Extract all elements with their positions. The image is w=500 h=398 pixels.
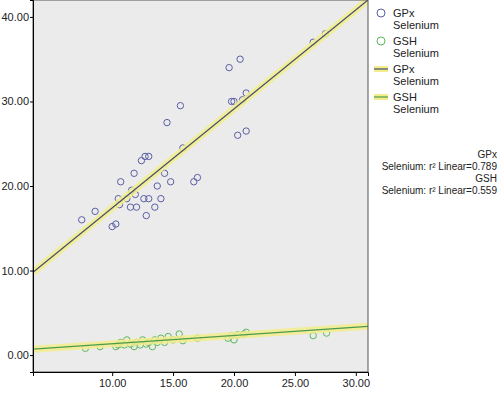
y-tick-label: 20.00 (1, 180, 29, 192)
point (154, 183, 160, 189)
y-tick-label: 10.00 (1, 265, 29, 277)
point (146, 153, 152, 159)
y-tick: 0.00 (8, 349, 33, 361)
annotation: Selenium: r² Linear=0.559 (382, 185, 498, 196)
y-tick-label: 0.00 (8, 349, 29, 361)
legend-band (374, 66, 388, 72)
legend-line (374, 96, 388, 97)
x-tick-label: 20.00 (221, 377, 249, 389)
y-axis-line (30, 1, 34, 373)
y-tick: 10.00 (1, 265, 33, 277)
point (226, 64, 232, 70)
plot-area (33, 0, 368, 372)
legend-marker (377, 9, 385, 17)
y-tick-label: 40.00 (1, 11, 29, 23)
annotation: GSH (475, 173, 497, 184)
point (146, 195, 152, 201)
legend-label: GPxSelenium (393, 63, 439, 87)
x-tick-label: 10.00 (99, 377, 127, 389)
point (234, 132, 240, 138)
point (167, 179, 173, 185)
x-tick-mark (112, 372, 113, 376)
legend-band (374, 94, 388, 100)
marks (33, 0, 368, 352)
y-tick: 40.00 (1, 11, 33, 23)
point (92, 208, 98, 214)
legend-marker (377, 37, 385, 45)
x-tick-mark (173, 372, 174, 376)
x-tick-label: 30.00 (343, 377, 371, 389)
legend-line (374, 68, 388, 69)
point (118, 179, 124, 185)
point (113, 221, 119, 227)
point (127, 204, 133, 210)
y-axis: 0.00 10.00 20.00 30.00 40.00 (1, 1, 33, 373)
chart: 10.00 15.00 20.00 25.00 30.00 0.00 10.00 20.00 3… (0, 0, 500, 398)
point (143, 212, 149, 218)
x-tick-label: 15.00 (160, 377, 188, 389)
legend-label: GSHSelenium (393, 91, 439, 115)
y-tick-label: 30.00 (1, 95, 29, 107)
annotation: GPx (478, 149, 497, 160)
point (237, 56, 243, 62)
x-tick: 15.00 (160, 372, 188, 389)
point (131, 170, 137, 176)
point (243, 128, 249, 134)
point (191, 179, 197, 185)
x-axis: 10.00 15.00 20.00 25.00 30.00 (34, 372, 371, 389)
y-tick-mark (30, 355, 33, 356)
x-tick-mark (295, 372, 296, 376)
x-tick-mark (234, 372, 235, 376)
y-tick-mark (30, 186, 33, 187)
plot-frame (33, 0, 368, 372)
point (138, 157, 144, 163)
x-tick-label: 25.00 (282, 377, 310, 389)
fit-line (33, 326, 368, 349)
y-tick: 20.00 (1, 180, 33, 192)
point (133, 204, 139, 210)
fit-band (33, 326, 368, 349)
annotation: Selenium: r² Linear=0.789 (382, 161, 498, 172)
legend: GPxSelenium GSHSelenium GPxSelenium GSHSele… (374, 7, 439, 115)
x-tick: 10.00 (99, 372, 127, 389)
fit-line (33, 0, 368, 272)
x-tick: 25.00 (282, 372, 310, 389)
x-tick-mark (356, 372, 357, 376)
y-tick-mark (30, 17, 33, 18)
legend-label: GPxSelenium (393, 7, 439, 31)
y-tick-mark (30, 101, 33, 102)
point (177, 102, 183, 108)
y-tick-mark (30, 271, 33, 272)
y-tick: 30.00 (1, 95, 33, 107)
point (79, 217, 85, 223)
x-tick: 30.00 (343, 372, 371, 389)
fit-band (33, 0, 368, 272)
point (158, 195, 164, 201)
point (164, 119, 170, 125)
annotations: GPxSelenium: r² Linear=0.789GSHSelenium:… (382, 149, 498, 196)
point (152, 204, 158, 210)
x-tick: 20.00 (221, 372, 249, 389)
legend-label: GSHSelenium (393, 35, 439, 59)
point (194, 174, 200, 180)
x-axis-line (34, 373, 369, 377)
